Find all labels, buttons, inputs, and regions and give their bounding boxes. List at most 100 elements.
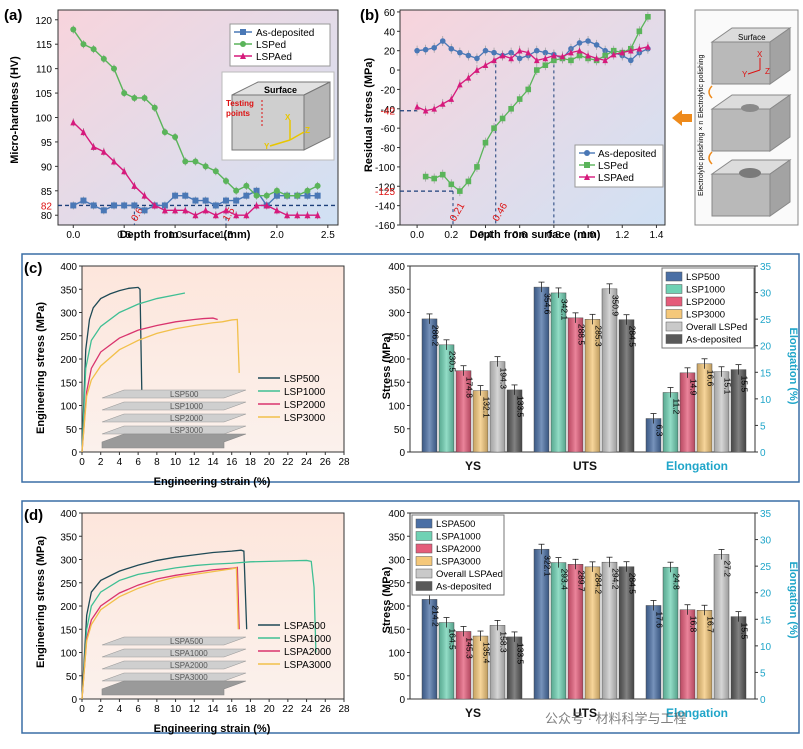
schematic-z-label: Z: [765, 67, 770, 76]
panel_d-bar-legend-label: LSPA1000: [436, 532, 481, 543]
panel-a-data-point: [284, 211, 291, 219]
panel_d-ytick-label: 150: [60, 625, 77, 636]
panel_c-legend-label: LSP500: [284, 374, 320, 385]
panel-a-inset-points-label: points: [226, 109, 251, 118]
panel-a-ylabel: Micro-hardness (HV): [9, 56, 21, 164]
panel_c-bar-value-label: 350.9: [611, 295, 621, 317]
panel_d-bar-shade: [602, 562, 617, 699]
panel-a-data-point: [80, 128, 87, 136]
panel-b-ref-label-1: -42: [381, 107, 396, 118]
panel_d-xtick-label: 26: [320, 704, 332, 715]
panel-b-data-point: [593, 55, 600, 62]
panel_d-bar-shade: [680, 609, 695, 699]
panel_c-bar-value-label: 230.5: [448, 351, 458, 373]
schematic-block-3-front: [711, 173, 771, 217]
panel_d-bar-y2tick-label: 20: [760, 589, 772, 600]
panel-b-plot-bg: [400, 10, 665, 225]
panel_c-bar-group-label: YS: [465, 459, 481, 473]
panel-b-data-point: [636, 28, 643, 35]
panel_c-bar-shade: [551, 292, 566, 452]
panel-a-inset-side-face: [303, 81, 331, 151]
panel_d-bar-legend-swatch: [415, 581, 433, 591]
panel-a-ytick-label: 105: [35, 89, 52, 100]
panel_c-bar-group-label: Elongation: [666, 459, 728, 473]
panel-a-ref-label: 82: [41, 201, 53, 212]
panel_d-bar-legend-label: LSPA500: [436, 519, 475, 530]
panel-b-data-point: [431, 44, 437, 51]
panel-b-data-point: [439, 171, 446, 178]
panel_c-ytick-label: 50: [66, 425, 78, 436]
panel-b-data-point: [516, 47, 523, 54]
panel-a-data-point: [273, 192, 280, 199]
panel-b-data-point: [414, 47, 420, 54]
panel-d-bar-ylabel: Stress (MPa): [381, 566, 393, 633]
panel-b-data-point: [414, 103, 420, 110]
panel-b-xtick-label: 0.6: [513, 230, 527, 241]
panel-a-data-point: [243, 211, 250, 219]
panel-c-bar-ylabel: Stress (MPa): [381, 332, 393, 399]
panel-a-legend-marker: [240, 52, 246, 59]
panel_c-bar-y2tick-label: 20: [760, 342, 772, 353]
panel_d-ytick-label: 50: [66, 672, 78, 683]
panel_c-xtick-label: 18: [245, 457, 257, 468]
panel-b-data-point: [422, 107, 429, 114]
panel-b-data-point: [525, 49, 532, 56]
panel-b-data-point: [619, 49, 626, 56]
panel_c-stress-strain-curve: [81, 292, 186, 453]
panel-a-data-point: [131, 202, 138, 209]
panel_c-bar-legend-swatch: [665, 284, 683, 294]
panel_d-bar-shade: [422, 599, 437, 699]
panel_d-xtick-label: 28: [338, 704, 350, 715]
panel-b-data-point: [499, 52, 506, 59]
panel_c-bar-value-label: 342.1: [560, 299, 570, 321]
panel_d-ytick-label: 250: [60, 579, 77, 590]
panel_c-bar-shade: [490, 361, 505, 452]
panel_d-bar-shade: [507, 636, 522, 699]
panel-b-series-line: [416, 46, 649, 112]
panel_d-legend-label: LSPA1000: [284, 634, 332, 645]
panel_c-bar-value-label: 15.1: [723, 378, 733, 395]
panel_c-specimen-plate: [101, 401, 247, 411]
panel-a-data-point: [212, 211, 219, 219]
panel-a-data-point: [223, 197, 229, 204]
schematic-block-2-front: [711, 108, 771, 152]
panel_d-legend-label: LSPA3000: [284, 660, 332, 671]
schematic-surface-label: Surface: [738, 33, 766, 42]
panel-a-ytick-label: 120: [35, 16, 52, 27]
panel-b-data-point: [482, 61, 489, 69]
panel_d-xtick-label: 16: [226, 704, 238, 715]
panel-a-inset-axis-z: [289, 131, 305, 141]
panel-a-legend-marker: [240, 29, 246, 35]
panel_c-bar-y2tick-label: 10: [760, 395, 772, 406]
panel_d-specimen-plate: [101, 636, 247, 646]
panel_c-legend-label: LSP2000: [284, 400, 326, 411]
panel-b-data-point: [448, 181, 455, 188]
panel-a-data-point: [172, 134, 179, 141]
panel-a-data-point: [131, 94, 138, 101]
panel_c-xtick-label: 6: [135, 457, 141, 468]
panel-b-ytick-label: 40: [384, 27, 396, 38]
panel_d-specimen-plate: [101, 648, 247, 658]
panel-a-data-point: [273, 206, 280, 214]
panel_c-bar-shade: [456, 370, 471, 452]
panel_d-stress-strain-curve: [81, 559, 317, 700]
panel-b-ytick-label: 0: [389, 66, 395, 77]
panel_d-bar-y2tick-label: 30: [760, 536, 772, 547]
panel-b-legend-marker: [584, 150, 590, 156]
panel_c-bar-y2tick-label: 0: [760, 448, 766, 459]
panel_d-bar-value-label: 293.4: [560, 569, 570, 591]
panel-a-data-point: [121, 90, 128, 97]
panel-a-data-point: [253, 187, 260, 194]
panel_c-bar-ytick-label: 350: [388, 285, 405, 296]
schematic-x-label: X: [757, 50, 763, 59]
panel-a-data-point: [212, 202, 219, 209]
panel-a-xtick-label: 0.5: [117, 230, 131, 241]
panel-a-data-point: [172, 206, 179, 214]
panel_d-bar-shade: [619, 566, 634, 699]
panel-b-data-point: [465, 74, 472, 81]
panel_c-specimen-plate: [101, 413, 247, 423]
panel-a-legend-box: [229, 23, 331, 67]
panel_c-specimen-label: LSP1000: [170, 402, 203, 411]
panel-d-tag: (d): [24, 507, 43, 524]
panel_c-ytick-label: 100: [60, 402, 77, 413]
